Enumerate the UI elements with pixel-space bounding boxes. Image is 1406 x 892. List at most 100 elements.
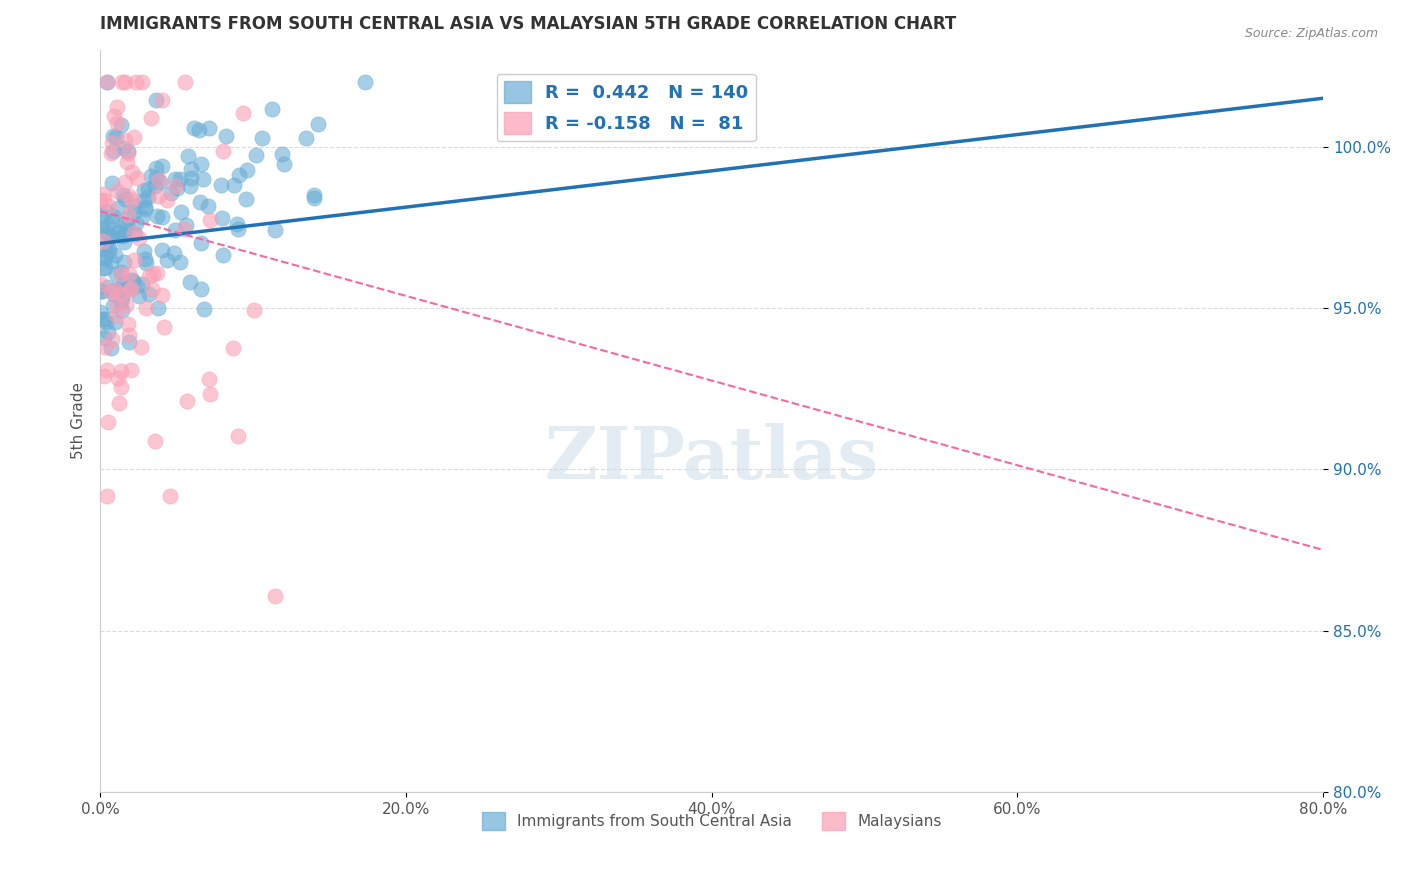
Point xyxy=(112,235,135,250)
Point xyxy=(97,416,120,430)
Point xyxy=(122,274,145,288)
Point xyxy=(131,340,153,354)
Point xyxy=(226,222,249,236)
Point xyxy=(112,277,135,291)
Point xyxy=(179,178,201,193)
Point xyxy=(150,243,173,257)
Point xyxy=(110,294,132,309)
Point xyxy=(103,144,125,158)
Point xyxy=(118,334,141,349)
Point xyxy=(131,75,153,89)
Point xyxy=(120,280,142,294)
Point xyxy=(115,154,138,169)
Point xyxy=(304,187,326,202)
Point xyxy=(148,173,170,187)
Point xyxy=(166,181,188,195)
Point xyxy=(169,171,191,186)
Point xyxy=(131,277,153,292)
Point xyxy=(114,133,136,147)
Point xyxy=(235,192,257,206)
Point xyxy=(139,169,162,183)
Text: Source: ZipAtlas.com: Source: ZipAtlas.com xyxy=(1244,27,1378,40)
Point xyxy=(150,93,173,107)
Point xyxy=(190,236,212,251)
Point xyxy=(121,273,143,287)
Point xyxy=(100,254,122,268)
Point xyxy=(98,244,121,259)
Point xyxy=(176,393,198,408)
Point xyxy=(111,229,134,244)
Point xyxy=(94,243,117,257)
Point xyxy=(97,227,120,241)
Point xyxy=(103,109,125,123)
Point xyxy=(111,75,134,89)
Point xyxy=(91,284,114,298)
Point xyxy=(97,219,120,234)
Point xyxy=(91,219,114,233)
Point xyxy=(108,282,131,296)
Point xyxy=(139,111,162,125)
Point xyxy=(200,212,222,227)
Point xyxy=(121,193,143,207)
Point xyxy=(107,371,129,385)
Point xyxy=(111,141,134,155)
Point xyxy=(110,363,132,377)
Point xyxy=(97,325,120,339)
Point xyxy=(128,289,150,303)
Point xyxy=(169,255,191,269)
Point xyxy=(117,146,139,161)
Point xyxy=(122,226,145,240)
Y-axis label: 5th Grade: 5th Grade xyxy=(72,383,86,459)
Point xyxy=(110,119,132,133)
Point xyxy=(225,217,247,231)
Point xyxy=(124,75,146,89)
Point xyxy=(146,301,169,315)
Point xyxy=(100,146,122,161)
Point xyxy=(91,312,114,326)
Point xyxy=(107,184,129,198)
Point xyxy=(138,268,160,283)
Point xyxy=(111,290,134,304)
Point xyxy=(104,248,127,262)
Point xyxy=(110,265,132,279)
Point xyxy=(93,340,115,354)
Point xyxy=(94,203,117,218)
Point xyxy=(91,234,114,248)
Point xyxy=(174,218,197,232)
Point xyxy=(127,278,149,293)
Point xyxy=(105,100,128,114)
Point xyxy=(146,266,169,280)
Point xyxy=(93,250,115,264)
Point xyxy=(245,148,267,162)
Point xyxy=(264,223,287,237)
Point xyxy=(93,312,115,326)
Point xyxy=(302,191,325,205)
Point xyxy=(143,434,166,448)
Point xyxy=(115,218,138,232)
Point xyxy=(96,75,118,89)
Point xyxy=(228,168,250,182)
Point xyxy=(165,223,187,237)
Point xyxy=(118,189,141,203)
Point xyxy=(243,302,266,317)
Point xyxy=(96,280,118,294)
Point xyxy=(103,284,125,298)
Point xyxy=(198,120,221,135)
Point xyxy=(222,341,245,355)
Point xyxy=(212,248,235,262)
Point xyxy=(159,489,181,503)
Point xyxy=(124,227,146,241)
Point xyxy=(135,256,157,270)
Point xyxy=(163,245,186,260)
Point xyxy=(122,253,145,268)
Point xyxy=(145,93,167,107)
Point xyxy=(188,195,211,210)
Point xyxy=(142,267,165,281)
Point xyxy=(114,192,136,206)
Point xyxy=(264,590,287,604)
Point xyxy=(100,342,122,356)
Point xyxy=(124,216,146,230)
Point xyxy=(105,267,128,281)
Point xyxy=(94,251,117,265)
Point xyxy=(146,209,169,223)
